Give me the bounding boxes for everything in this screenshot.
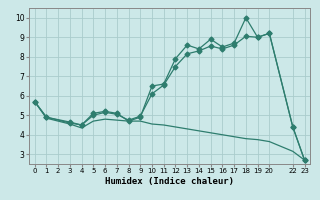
X-axis label: Humidex (Indice chaleur): Humidex (Indice chaleur)	[105, 177, 234, 186]
